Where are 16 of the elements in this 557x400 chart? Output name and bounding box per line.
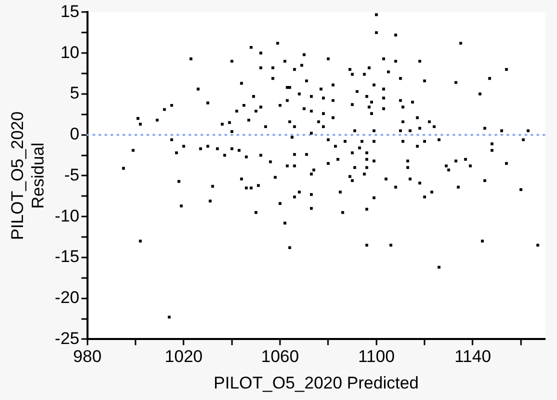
- y-tick-label: 0: [70, 124, 80, 144]
- x-axis-title: PILOT_O5_2020 Predicted: [214, 373, 419, 392]
- y-tick-label: 15: [60, 2, 80, 21]
- y-tick-label: -20: [54, 288, 80, 308]
- y-axis-title: PILOT_O5_2020 Residual: [8, 111, 48, 240]
- x-tick-label: 1020: [164, 347, 203, 366]
- y-tick-label: 5: [70, 84, 80, 103]
- y-tick-label: -15: [54, 247, 80, 266]
- x-tick-label: 1100: [358, 347, 395, 366]
- y-tick-label: -5: [64, 165, 80, 184]
- y-tick-label: 10: [60, 42, 80, 62]
- x-tick-label: 1140: [454, 347, 492, 366]
- y-tick-label: -10: [54, 206, 80, 226]
- x-tick-label: 980: [73, 347, 102, 366]
- y-tick-label: -25: [54, 328, 80, 348]
- x-tick-label: 1060: [261, 347, 299, 366]
